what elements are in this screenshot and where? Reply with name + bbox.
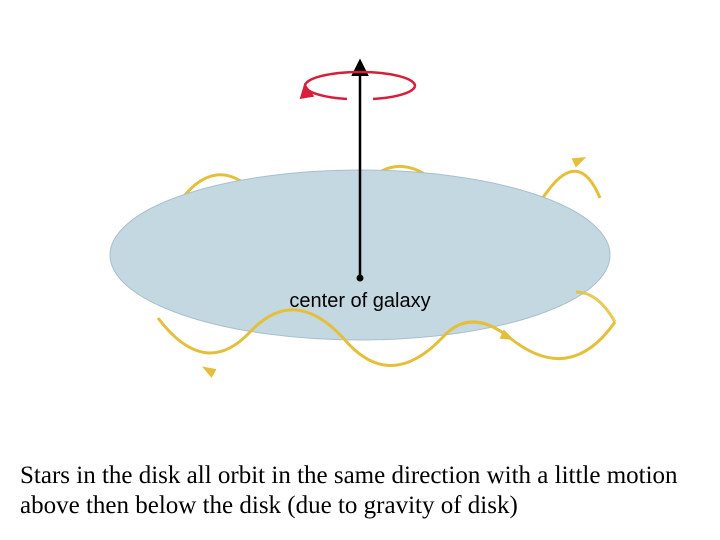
center-of-galaxy-label: center of galaxy — [100, 290, 620, 313]
caption-text: Stars in the disk all orbit in the same … — [20, 461, 700, 520]
diagram-svg — [100, 40, 620, 420]
galaxy-orbit-diagram: center of galaxy — [100, 40, 620, 420]
